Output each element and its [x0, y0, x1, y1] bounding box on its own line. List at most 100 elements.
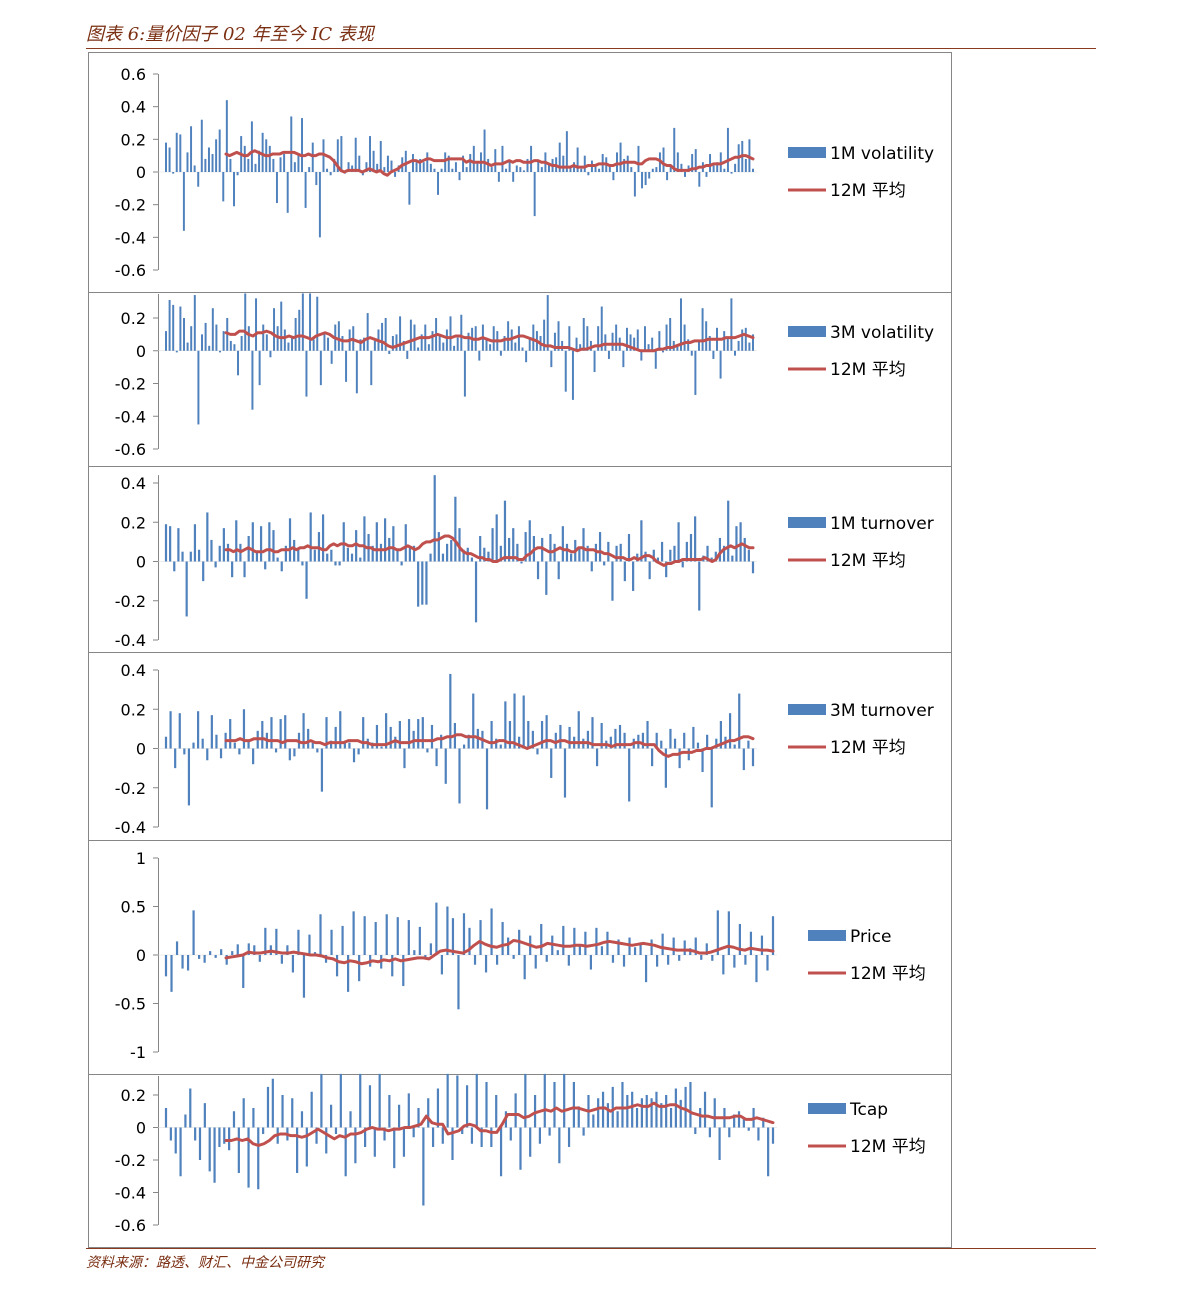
bar [225, 100, 228, 172]
bar [286, 945, 289, 955]
bar [174, 1127, 177, 1154]
bar [408, 545, 411, 562]
bar [288, 748, 291, 761]
bar [359, 1073, 362, 1128]
legend-line-label: 12M 平均 [830, 360, 906, 380]
bar [694, 937, 697, 955]
bar [737, 1111, 741, 1128]
bar [611, 955, 615, 963]
bar [247, 326, 250, 351]
bar [215, 324, 218, 351]
bar [344, 1127, 347, 1177]
bar [622, 955, 626, 967]
bar [179, 134, 182, 172]
bar [446, 1073, 449, 1128]
bar [734, 350, 736, 356]
bar [563, 1073, 566, 1128]
bar [526, 158, 529, 172]
bar [286, 172, 289, 213]
bar [705, 321, 708, 351]
legend-bar-label: Price [850, 927, 891, 947]
bar [373, 340, 376, 351]
avg-line [224, 149, 755, 177]
bar [190, 326, 193, 351]
bar [164, 524, 168, 562]
bar [681, 561, 684, 568]
bar [298, 309, 301, 351]
bar [524, 532, 527, 562]
bar [437, 172, 440, 195]
bar [453, 345, 456, 351]
bar [293, 748, 296, 757]
bar [284, 545, 287, 562]
bar [730, 172, 733, 174]
bar [305, 561, 308, 599]
bar [536, 561, 540, 580]
bar [739, 522, 742, 562]
bar [647, 344, 650, 351]
bar [743, 537, 746, 562]
bar [402, 955, 405, 987]
y-tick-label: -0.5 [115, 995, 146, 1014]
bar [186, 342, 189, 351]
bar [495, 955, 499, 965]
bar [672, 937, 675, 955]
bar [711, 955, 714, 961]
bar [430, 724, 434, 749]
bar [222, 528, 225, 562]
bar [209, 951, 212, 955]
bar [441, 553, 445, 562]
bar [369, 136, 371, 172]
bar [358, 155, 361, 172]
bar [383, 167, 386, 172]
avg-line [224, 733, 755, 758]
bar [529, 1127, 532, 1157]
bar [592, 1114, 595, 1128]
bar [586, 730, 590, 749]
bar [207, 147, 210, 172]
bar [751, 748, 755, 767]
bar [590, 561, 593, 572]
bar [431, 1127, 435, 1147]
y-tick-label: -0.4 [115, 631, 146, 650]
bar [334, 1127, 338, 1134]
bar [676, 345, 679, 351]
bar [236, 944, 239, 955]
bar [706, 734, 709, 749]
bar [192, 742, 195, 749]
bar [223, 1127, 226, 1144]
bar [742, 748, 745, 771]
bar [522, 170, 525, 172]
bar [363, 337, 366, 351]
bar [412, 1127, 415, 1138]
bar [172, 172, 175, 174]
bar [451, 1127, 454, 1160]
bar [323, 334, 326, 351]
bar [713, 1098, 716, 1128]
bar [183, 748, 186, 755]
bar [741, 329, 744, 351]
bar [213, 1127, 216, 1183]
bar [470, 1127, 474, 1144]
bar [712, 350, 715, 359]
bar [652, 549, 655, 562]
bar [669, 1108, 673, 1128]
legend-bar-label: 3M turnover [830, 701, 934, 721]
y-tick-label: 0.2 [121, 513, 146, 532]
bar [206, 512, 209, 562]
bar [718, 537, 722, 562]
bar [426, 748, 429, 753]
bar [669, 549, 672, 562]
bar [558, 1127, 561, 1164]
bar [462, 913, 466, 955]
bar [394, 172, 397, 177]
bar [629, 334, 632, 351]
bar [243, 145, 246, 172]
bar [389, 726, 392, 749]
bar [380, 746, 383, 749]
bar [164, 736, 168, 749]
bar [268, 145, 271, 172]
bar [327, 337, 330, 351]
avg-line [224, 329, 755, 353]
bar [469, 154, 472, 172]
